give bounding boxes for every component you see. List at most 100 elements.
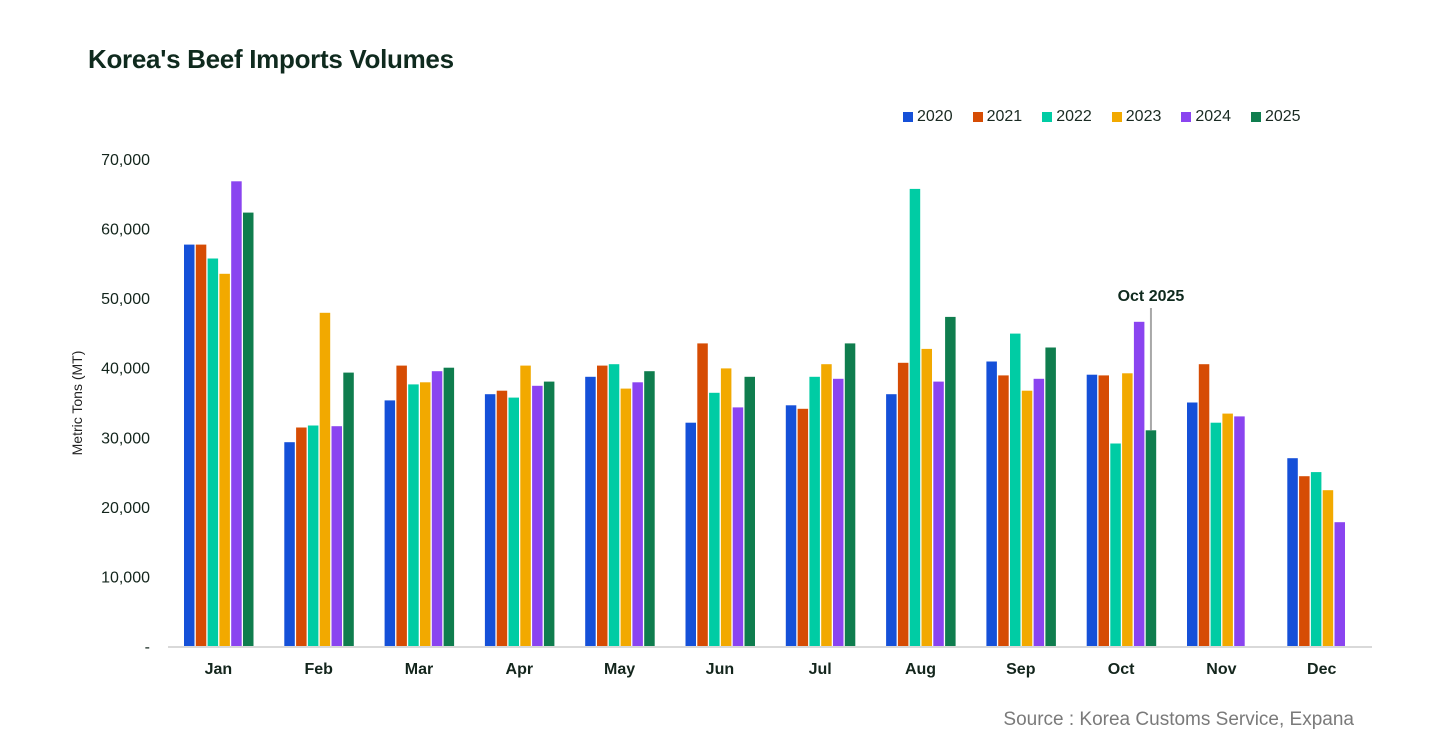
bar-oct-2025 [1145, 430, 1157, 646]
bar-nov-2021 [1198, 364, 1210, 646]
bar-jul-2024 [833, 378, 844, 646]
bar-feb-2021 [296, 427, 307, 646]
bar-oct-2022 [1110, 443, 1121, 646]
bar-aug-2025 [945, 316, 956, 646]
bar-may-2021 [597, 365, 608, 646]
bar-nov-2022 [1210, 422, 1222, 646]
legend-label: 2022 [1056, 108, 1092, 125]
bar-jan-2022 [207, 258, 219, 646]
bar-apr-2021 [496, 390, 508, 646]
bar-jul-2021 [797, 408, 809, 646]
bar-oct-2021 [1098, 375, 1109, 646]
bar-jan-2023 [219, 273, 230, 646]
bar-feb-2024 [331, 426, 342, 646]
legend-swatch [1181, 112, 1192, 122]
y-tick-label: 70,000 [101, 152, 150, 169]
legend-label: 2024 [1195, 108, 1231, 125]
bar-mar-2025 [443, 367, 455, 646]
bar-apr-2023 [520, 365, 531, 646]
bar-jun-2025 [744, 376, 755, 646]
bar-aug-2022 [909, 188, 921, 646]
bar-may-2025 [644, 371, 655, 646]
y-tick-label: 20,000 [101, 500, 150, 517]
x-tick-label: Feb [304, 661, 333, 678]
bar-aug-2021 [897, 362, 909, 646]
bar-may-2020 [585, 376, 596, 646]
x-tick-label: Apr [506, 661, 534, 678]
legend-item-2025: 2025 [1250, 108, 1301, 126]
bar-apr-2024 [532, 385, 543, 646]
bar-dec-2023 [1322, 490, 1334, 646]
bar-aug-2020 [886, 394, 897, 646]
x-tick-label: Jul [809, 661, 832, 678]
bar-jul-2022 [809, 376, 820, 646]
legend-label: 2020 [917, 108, 953, 125]
chart-title: Korea's Beef Imports Volumes [88, 44, 454, 74]
legend-item-2023: 2023 [1111, 108, 1162, 126]
bar-mar-2024 [431, 371, 443, 646]
bar-may-2022 [608, 364, 620, 646]
bar-feb-2023 [319, 312, 331, 646]
legend-item-2021: 2021 [972, 108, 1023, 126]
bar-apr-2025 [543, 381, 555, 646]
annotation-label: Oct 2025 [1118, 288, 1185, 305]
x-tick-label: May [604, 661, 635, 678]
bar-mar-2021 [396, 365, 407, 646]
bar-feb-2020 [284, 442, 295, 646]
bar-sep-2025 [1045, 347, 1056, 646]
bar-oct-2020 [1086, 374, 1098, 646]
source-note: Source : Korea Customs Service, Expana [1003, 709, 1354, 730]
y-tick-label: 10,000 [101, 569, 150, 586]
bar-jan-2020 [184, 244, 195, 646]
legend-swatch [1111, 112, 1122, 122]
bar-dec-2020 [1287, 458, 1298, 646]
y-tick-label: - [145, 639, 150, 656]
legend-item-2020: 2020 [903, 108, 953, 126]
bar-nov-2024 [1234, 416, 1245, 646]
legend-swatch [903, 112, 913, 122]
x-tick-label: Aug [905, 661, 936, 678]
bar-apr-2020 [484, 394, 496, 646]
bar-sep-2020 [986, 361, 997, 646]
x-tick-label: Mar [405, 661, 433, 678]
x-tick-label: Jan [205, 661, 233, 678]
bar-mar-2023 [420, 382, 431, 646]
bar-jan-2021 [195, 244, 207, 646]
bar-jun-2024 [732, 407, 744, 646]
x-tick-label: Nov [1206, 661, 1236, 678]
bar-jun-2021 [697, 343, 708, 646]
bar-aug-2023 [921, 348, 932, 646]
bar-aug-2024 [933, 381, 944, 646]
bar-oct-2024 [1133, 321, 1145, 646]
bar-mar-2020 [384, 400, 396, 646]
x-tick-label: Sep [1006, 661, 1036, 678]
bar-jun-2023 [720, 368, 732, 646]
y-tick-label: 30,000 [101, 430, 150, 447]
bar-oct-2023 [1122, 373, 1133, 646]
bar-jul-2025 [844, 343, 856, 646]
bar-sep-2021 [998, 375, 1009, 646]
bar-dec-2022 [1310, 472, 1322, 646]
bar-feb-2025 [343, 372, 354, 646]
bar-nov-2020 [1187, 402, 1198, 646]
bar-sep-2022 [1010, 333, 1021, 646]
x-tick-label: Oct [1108, 661, 1135, 678]
legend-label: 2023 [1125, 108, 1162, 125]
y-tick-label: 40,000 [101, 361, 150, 378]
bar-may-2023 [620, 388, 632, 646]
bar-jun-2022 [709, 392, 720, 646]
legend-item-2022: 2022 [1042, 108, 1092, 126]
legend: 2020 2021 2022 2023 2024 2025 [903, 108, 1321, 126]
y-tick-label: 60,000 [101, 222, 150, 239]
y-axis-label: Metric Tons (MT) [69, 351, 85, 456]
bar-jul-2020 [785, 405, 797, 646]
bar-feb-2022 [307, 425, 319, 646]
legend-label: 2021 [986, 108, 1023, 125]
x-tick-label: Dec [1307, 661, 1336, 678]
bar-sep-2024 [1033, 378, 1045, 646]
bar-may-2024 [632, 382, 643, 646]
bar-mar-2022 [408, 384, 419, 646]
bar-jan-2025 [243, 212, 254, 646]
bar-jun-2020 [685, 422, 696, 646]
